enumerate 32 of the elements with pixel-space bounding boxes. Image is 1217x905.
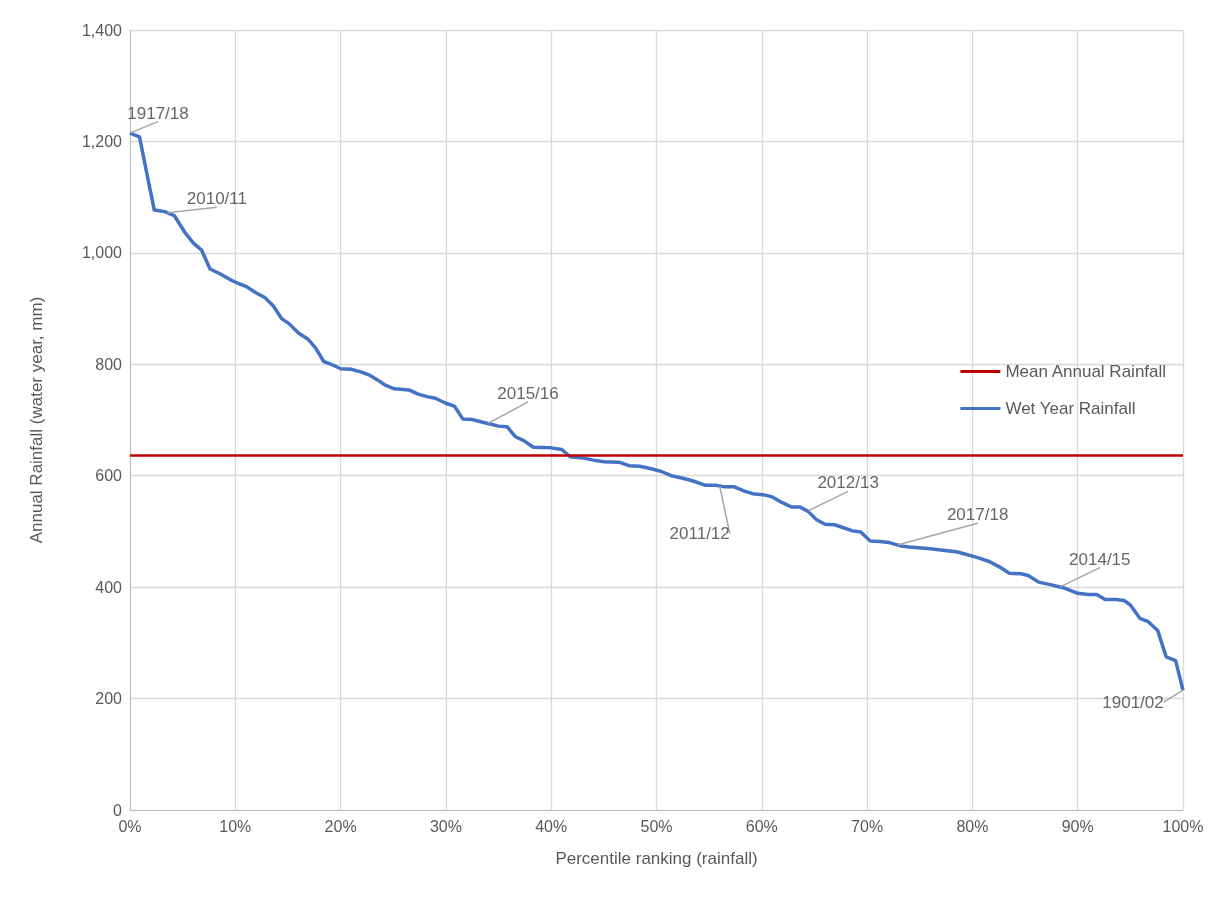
- x-tick-label: 90%: [1061, 817, 1094, 835]
- y-tick-label: 1,000: [81, 244, 123, 262]
- annotation: 2015/16: [497, 383, 559, 403]
- x-tick-label: 30%: [429, 817, 462, 835]
- y-tick-label: 1,400: [81, 21, 123, 39]
- x-axis-title: Percentile ranking (rainfall): [555, 849, 758, 868]
- line-series: [128, 131, 1185, 692]
- x-tick-label: 70%: [851, 817, 884, 835]
- annotation: 2010/11: [186, 189, 247, 209]
- y-tick-label: 400: [95, 578, 123, 596]
- annotation: 1901/02: [1102, 692, 1164, 712]
- y-tick-label: 0: [113, 801, 123, 819]
- legend-label: Mean Annual Rainfall: [1005, 362, 1167, 381]
- y-tick-label: 1,200: [81, 132, 123, 150]
- y-axis-title: Annual Rainfall (water year, mm): [27, 296, 46, 544]
- x-tick-label: 10%: [219, 817, 252, 835]
- x-tick-label: 50%: [640, 817, 673, 835]
- annotation: 1917/18: [127, 103, 189, 123]
- y-tick-label: 600: [95, 467, 123, 485]
- legend-label: Wet Year Rainfall: [1005, 399, 1136, 418]
- x-tick-label: 40%: [535, 817, 568, 835]
- annotation: 2014/15: [1069, 549, 1131, 569]
- x-tick-label: 20%: [324, 817, 357, 835]
- x-tick-label: 60%: [745, 817, 778, 835]
- annotation: 2011/12: [669, 524, 730, 544]
- annotation: 2017/18: [946, 505, 1009, 525]
- y-tick-label: 800: [95, 355, 123, 373]
- x-tick-label: 0%: [118, 817, 142, 835]
- x-tick-label: 80%: [956, 817, 989, 835]
- x-tick-label: 100%: [1162, 817, 1204, 835]
- y-tick-label: 200: [95, 690, 123, 708]
- annotation: 2012/13: [817, 473, 879, 493]
